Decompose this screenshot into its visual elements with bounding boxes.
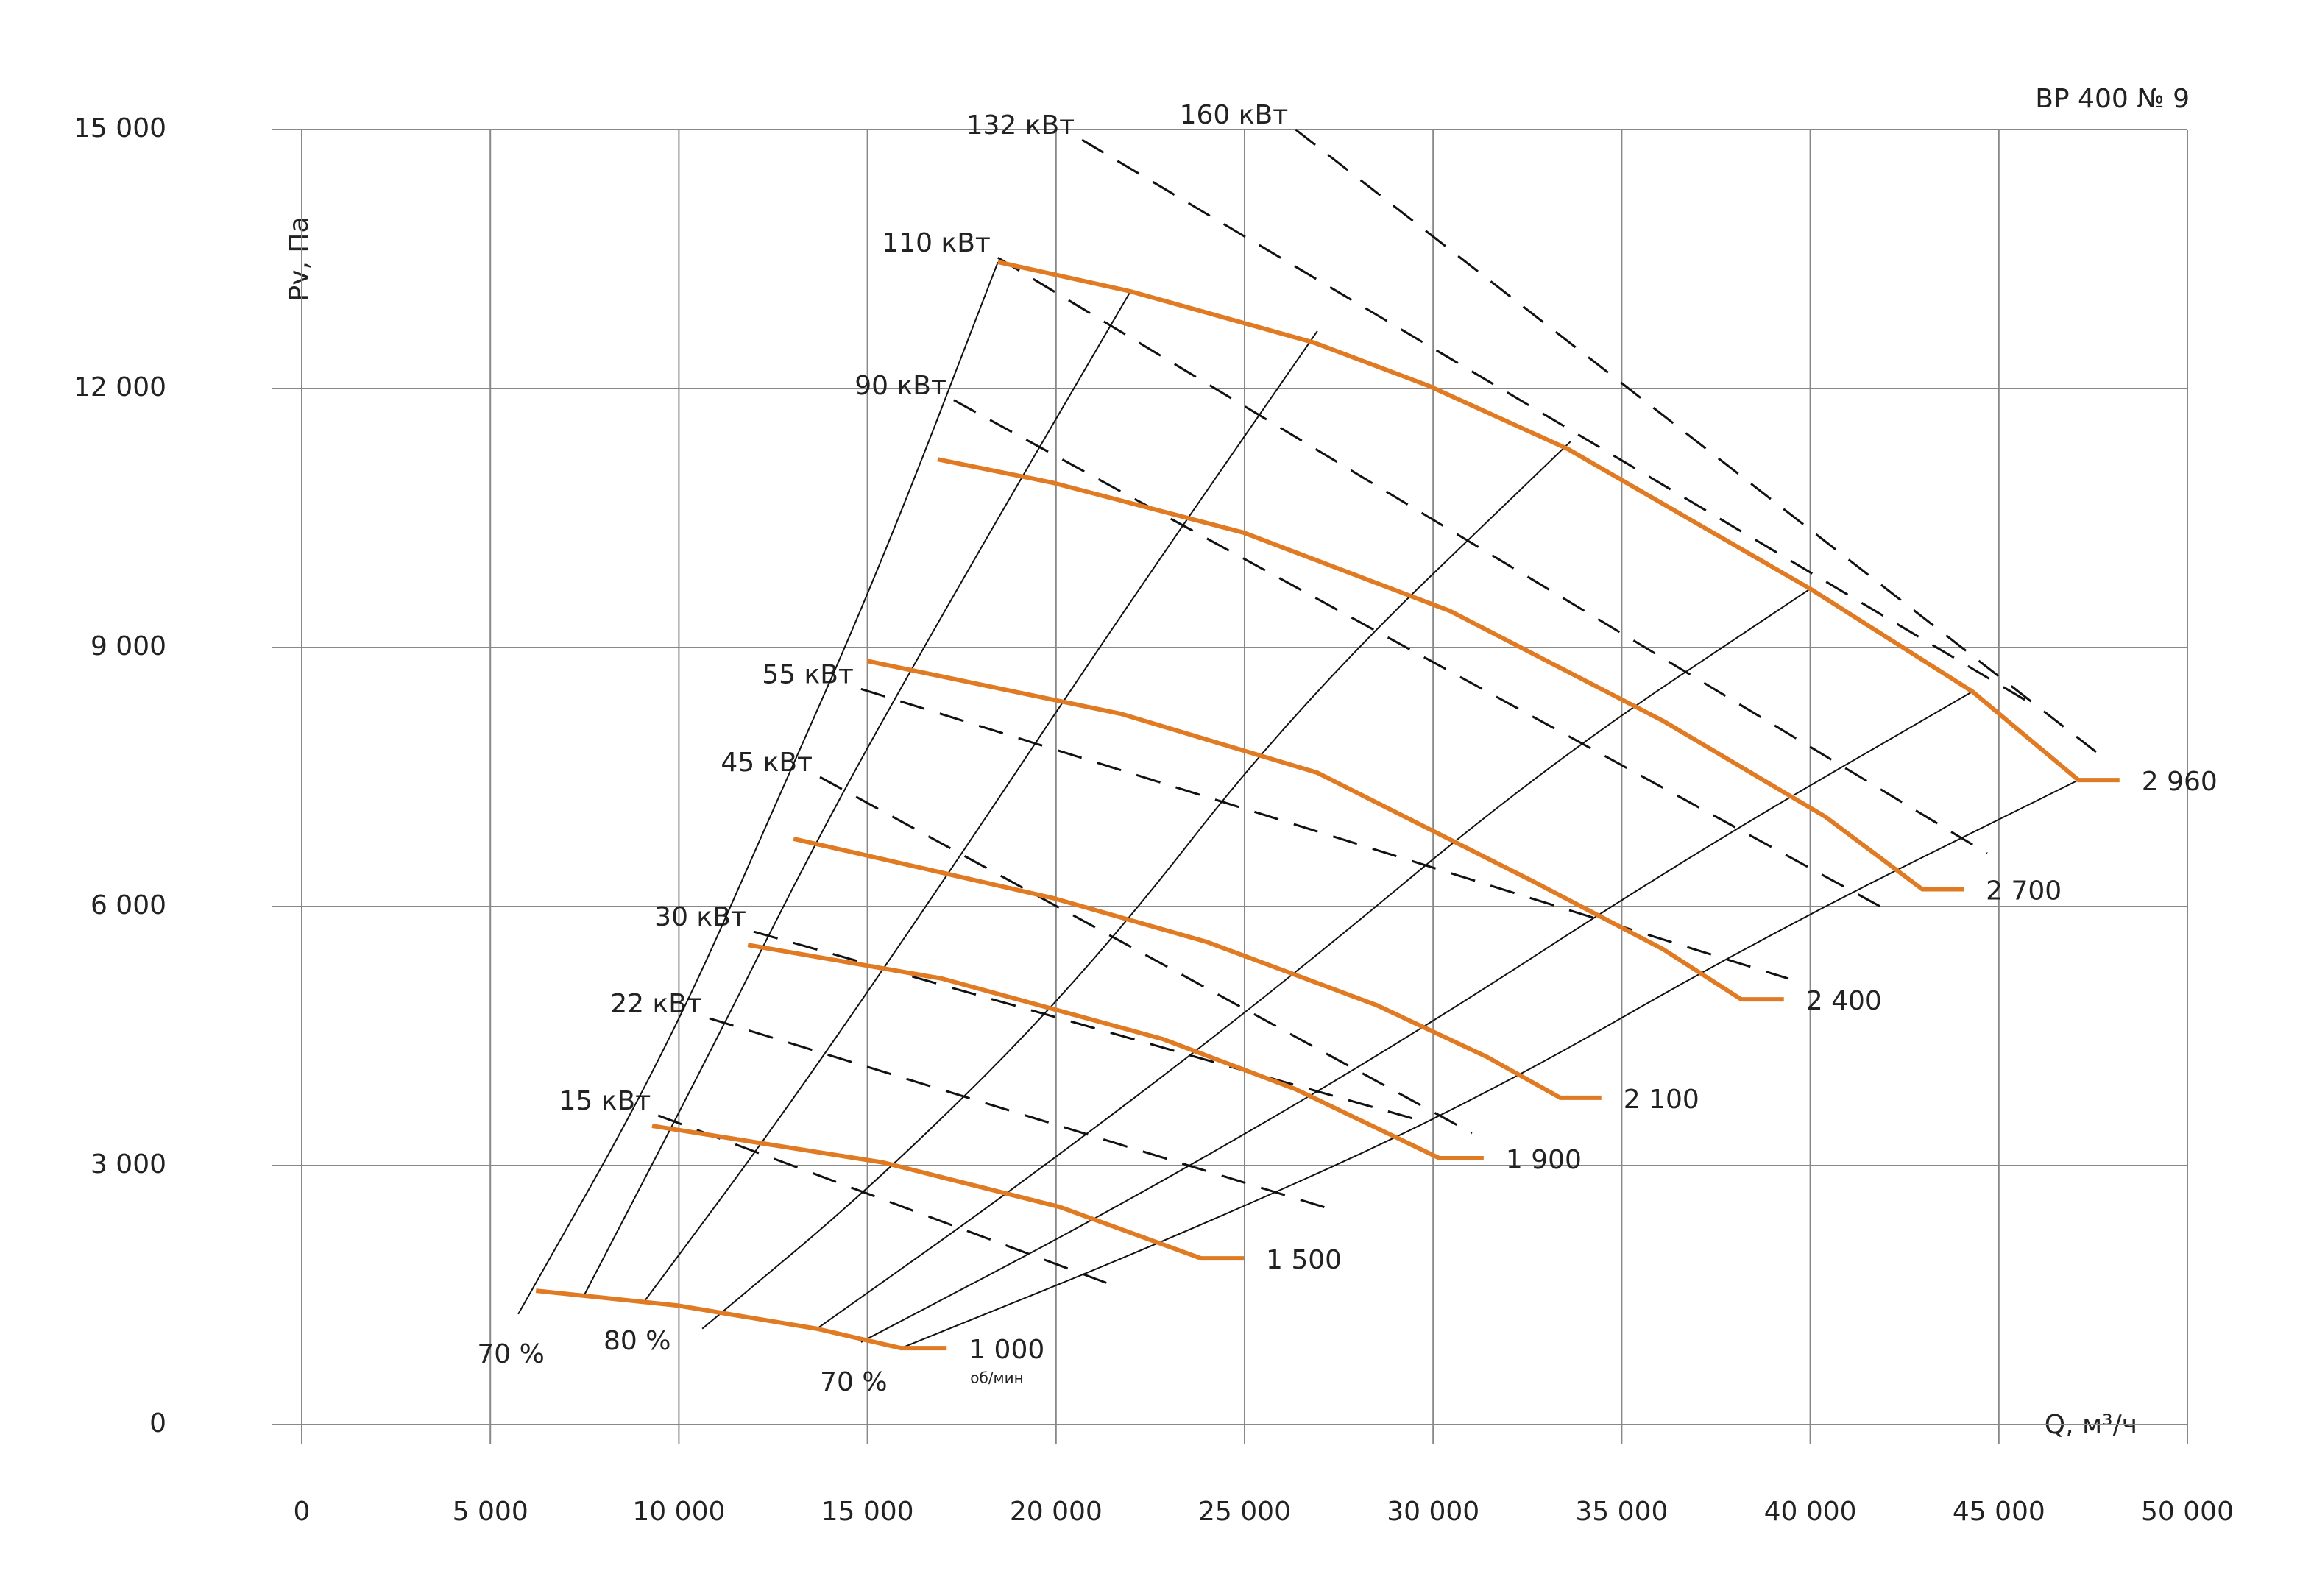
- x-tick-label: 10 000: [632, 1497, 725, 1527]
- x-tick-label: 5 000: [453, 1497, 528, 1527]
- rpm-curve: [747, 943, 1484, 1161]
- power-line: [753, 930, 1414, 1120]
- rpm-curve: [793, 836, 1602, 1100]
- y-tick-label: 6 000: [91, 890, 166, 921]
- rpm-curve: [997, 260, 2120, 783]
- power-label: 110 кВт: [882, 228, 991, 258]
- power-line: [953, 399, 1892, 914]
- power-label: 160 кВт: [1180, 100, 1289, 130]
- power-line: [709, 1017, 1333, 1211]
- efficiency-curve: [900, 779, 2079, 1349]
- rpm-label: 1 000: [969, 1335, 1044, 1365]
- rpm-unit: об/мин: [970, 1369, 1023, 1387]
- power-label: 22 кВт: [610, 989, 702, 1019]
- rpm-label: 2 700: [1986, 876, 2062, 907]
- efficiency-curve: [517, 261, 999, 1315]
- power-label: 90 кВт: [854, 371, 946, 401]
- x-tick-label: 0: [294, 1497, 311, 1527]
- power-line: [819, 776, 1473, 1135]
- power-line: [997, 256, 1988, 855]
- x-tick-label: 20 000: [1010, 1497, 1103, 1527]
- rpm-curve: [535, 1288, 947, 1351]
- y-tick-label: 0: [149, 1408, 166, 1439]
- x-tick-label: 40 000: [1764, 1497, 1857, 1527]
- y-tick-label: 9 000: [91, 631, 166, 662]
- efficiency-label: 80 %: [604, 1326, 670, 1356]
- efficiency-curve: [583, 291, 1131, 1296]
- rpm-curve: [866, 659, 1784, 1002]
- power-label: 132 кВт: [966, 110, 1075, 141]
- y-axis-label: Pv, Па: [284, 216, 314, 301]
- x-tick-label: 25 000: [1198, 1497, 1291, 1527]
- efficiency-curve: [816, 588, 1811, 1330]
- x-tick-label: 35 000: [1575, 1497, 1668, 1527]
- power-line: [1295, 128, 2109, 762]
- rpm-label: 1 900: [1506, 1145, 1582, 1175]
- efficiency-curve: [860, 690, 1973, 1343]
- rpm-curve: [651, 1124, 1244, 1261]
- rpm-label: 2 100: [1624, 1085, 1699, 1115]
- efficiency-label: 70 %: [477, 1339, 544, 1369]
- x-tick-label: 30 000: [1387, 1497, 1479, 1527]
- power-label: 30 кВт: [654, 902, 746, 932]
- chart-title: ВР 400 № 9: [2035, 84, 2190, 114]
- efficiency-curve: [643, 330, 1318, 1302]
- power-label: 45 кВт: [721, 748, 813, 778]
- x-tick-label: 50 000: [2141, 1497, 2234, 1527]
- x-tick-label: 15 000: [821, 1497, 914, 1527]
- rpm-curve: [937, 457, 1964, 892]
- rpm-label: 2 400: [1806, 986, 1882, 1016]
- efficiency-label: 70 %: [820, 1367, 887, 1397]
- y-tick-label: 12 000: [74, 372, 166, 402]
- power-label: 15 кВт: [559, 1086, 651, 1116]
- rpm-label: 1 500: [1266, 1245, 1342, 1275]
- power-label: 55 кВт: [762, 659, 854, 689]
- power-line: [1081, 138, 2032, 705]
- x-tick-label: 45 000: [1953, 1497, 2045, 1527]
- y-tick-label: 3 000: [91, 1149, 166, 1180]
- efficiency-curve: [701, 441, 1571, 1330]
- y-tick-label: 15 000: [74, 113, 166, 143]
- rpm-label: 2 960: [2142, 767, 2218, 797]
